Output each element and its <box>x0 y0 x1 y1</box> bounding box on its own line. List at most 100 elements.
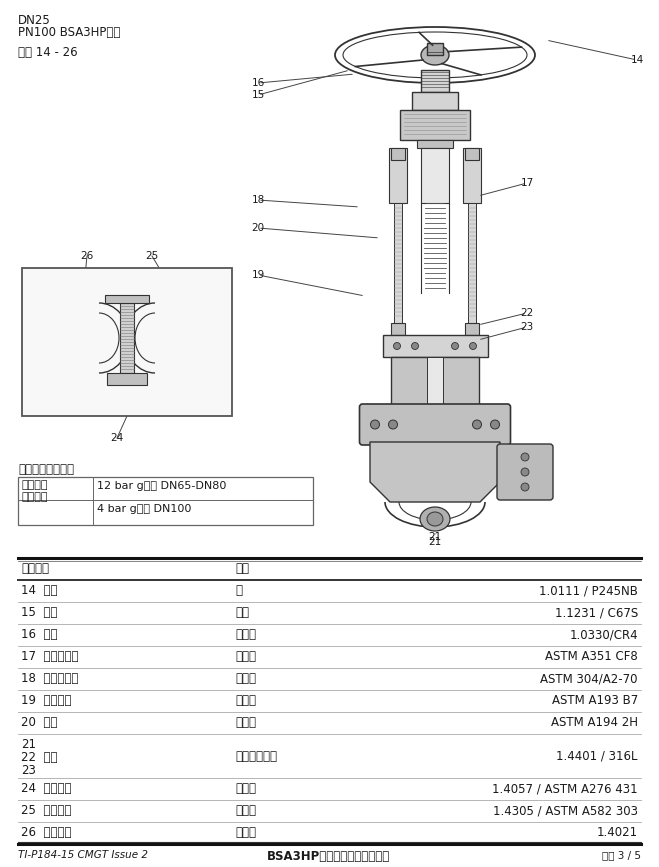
Ellipse shape <box>521 453 529 461</box>
Ellipse shape <box>421 45 449 65</box>
Bar <box>427 357 443 412</box>
Ellipse shape <box>427 512 443 526</box>
Polygon shape <box>370 442 500 502</box>
Text: 22  废片: 22 废片 <box>21 751 57 764</box>
FancyBboxPatch shape <box>465 148 479 160</box>
Bar <box>22 268 232 416</box>
Text: 25: 25 <box>146 251 159 261</box>
Text: 不锈锢: 不锈锢 <box>235 650 256 663</box>
Text: 页码 3 / 5: 页码 3 / 5 <box>602 850 641 860</box>
Text: 低碳锢: 低碳锢 <box>235 629 256 642</box>
Ellipse shape <box>521 483 529 491</box>
Bar <box>400 110 470 140</box>
Bar <box>389 148 407 203</box>
Text: 围时选用: 围时选用 <box>21 492 47 502</box>
FancyBboxPatch shape <box>497 444 553 500</box>
Text: 碳锢: 碳锢 <box>235 607 249 620</box>
Text: 不锈锢: 不锈锢 <box>235 826 256 839</box>
Text: 19: 19 <box>251 270 265 280</box>
Text: 21: 21 <box>21 738 36 751</box>
Bar <box>463 148 481 203</box>
Text: ASTM A193 B7: ASTM A193 B7 <box>552 694 638 707</box>
Text: 17  阀杆连接器: 17 阀杆连接器 <box>21 650 78 663</box>
Text: BSA3HP波纹管密封高压截止阀: BSA3HP波纹管密封高压截止阀 <box>268 850 391 863</box>
Bar <box>394 203 402 323</box>
Text: PN100 BSA3HP图示: PN100 BSA3HP图示 <box>18 26 121 39</box>
Text: 材质: 材质 <box>235 562 249 575</box>
Bar <box>468 203 476 323</box>
Text: 锢: 锢 <box>235 584 242 597</box>
Bar <box>382 335 488 357</box>
Text: 20  螺母: 20 螺母 <box>21 716 57 729</box>
Text: 25  止动螺母: 25 止动螺母 <box>21 805 71 818</box>
Text: DN25: DN25 <box>18 14 51 27</box>
Text: 超过此范: 超过此范 <box>21 480 47 490</box>
Text: 19  双头螺柱: 19 双头螺柱 <box>21 694 71 707</box>
Text: 26  平衡阀芯: 26 平衡阀芯 <box>21 826 71 839</box>
Text: 15: 15 <box>251 90 265 100</box>
Bar <box>421 70 449 92</box>
Ellipse shape <box>411 342 418 349</box>
Text: 18: 18 <box>251 195 265 205</box>
Text: 16  塔头: 16 塔头 <box>21 629 57 642</box>
Text: 1.4401 / 316L: 1.4401 / 316L <box>556 749 638 762</box>
Ellipse shape <box>451 342 459 349</box>
Text: 部件 14 - 26: 部件 14 - 26 <box>18 46 78 59</box>
Ellipse shape <box>389 420 397 429</box>
Ellipse shape <box>521 468 529 476</box>
Text: 4 bar g压差 DN100: 4 bar g压差 DN100 <box>97 504 191 514</box>
Text: 14: 14 <box>631 55 644 65</box>
Text: ASTM A351 CF8: ASTM A351 CF8 <box>545 650 638 663</box>
Text: 1.4021: 1.4021 <box>597 826 638 839</box>
Text: 不锈锢: 不锈锢 <box>235 673 256 686</box>
FancyBboxPatch shape <box>427 43 443 55</box>
Text: 20: 20 <box>252 223 264 233</box>
FancyBboxPatch shape <box>105 295 149 303</box>
FancyBboxPatch shape <box>360 404 511 445</box>
Text: 16: 16 <box>251 78 265 88</box>
Text: ASTM 304/A2-70: ASTM 304/A2-70 <box>540 673 638 686</box>
Ellipse shape <box>393 342 401 349</box>
Text: 石墨和不锈锢: 石墨和不锈锢 <box>235 749 277 762</box>
Text: 1.0111 / P245NB: 1.0111 / P245NB <box>539 584 638 597</box>
Ellipse shape <box>420 507 450 531</box>
Bar <box>412 92 458 110</box>
FancyBboxPatch shape <box>107 373 147 385</box>
FancyBboxPatch shape <box>465 323 479 335</box>
Text: 合金锢: 合金锢 <box>235 694 256 707</box>
Text: 可选平衡阀芯组件: 可选平衡阀芯组件 <box>18 463 74 476</box>
Ellipse shape <box>473 420 482 429</box>
Text: 序号部件: 序号部件 <box>21 562 49 575</box>
Text: 24  阀杆塔头: 24 阀杆塔头 <box>21 783 71 796</box>
Text: 1.1231 / C67S: 1.1231 / C67S <box>555 607 638 620</box>
Text: 21: 21 <box>428 532 442 542</box>
Ellipse shape <box>370 420 380 429</box>
Text: 不锈锢: 不锈锢 <box>235 805 256 818</box>
Text: TI-P184-15 CMGT Issue 2: TI-P184-15 CMGT Issue 2 <box>18 850 148 860</box>
FancyBboxPatch shape <box>391 148 405 160</box>
Text: 21: 21 <box>428 537 442 547</box>
Text: 1.4057 / ASTM A276 431: 1.4057 / ASTM A276 431 <box>492 783 638 796</box>
Text: ASTM A194 2H: ASTM A194 2H <box>551 716 638 729</box>
Text: 合金锢: 合金锢 <box>235 716 256 729</box>
Text: 23: 23 <box>21 764 36 777</box>
Bar <box>18 477 313 525</box>
Ellipse shape <box>490 420 500 429</box>
Text: 18  内六角螺丝: 18 内六角螺丝 <box>21 673 78 686</box>
Text: 15  卡黏: 15 卡黏 <box>21 607 57 620</box>
Bar <box>120 303 134 373</box>
Ellipse shape <box>469 342 476 349</box>
Bar <box>391 357 479 407</box>
Text: 1.4305 / ASTM A582 303: 1.4305 / ASTM A582 303 <box>493 805 638 818</box>
Bar <box>421 148 449 203</box>
Text: 14  手轮: 14 手轮 <box>21 584 57 597</box>
Text: 24: 24 <box>110 433 124 443</box>
Text: 22: 22 <box>521 308 534 318</box>
Text: 23: 23 <box>521 322 534 332</box>
Text: 不锈锢: 不锈锢 <box>235 783 256 796</box>
FancyBboxPatch shape <box>391 323 405 335</box>
Bar <box>417 140 453 148</box>
Text: 1.0330/CR4: 1.0330/CR4 <box>569 629 638 642</box>
Text: 17: 17 <box>521 178 534 188</box>
Text: 26: 26 <box>80 251 94 261</box>
